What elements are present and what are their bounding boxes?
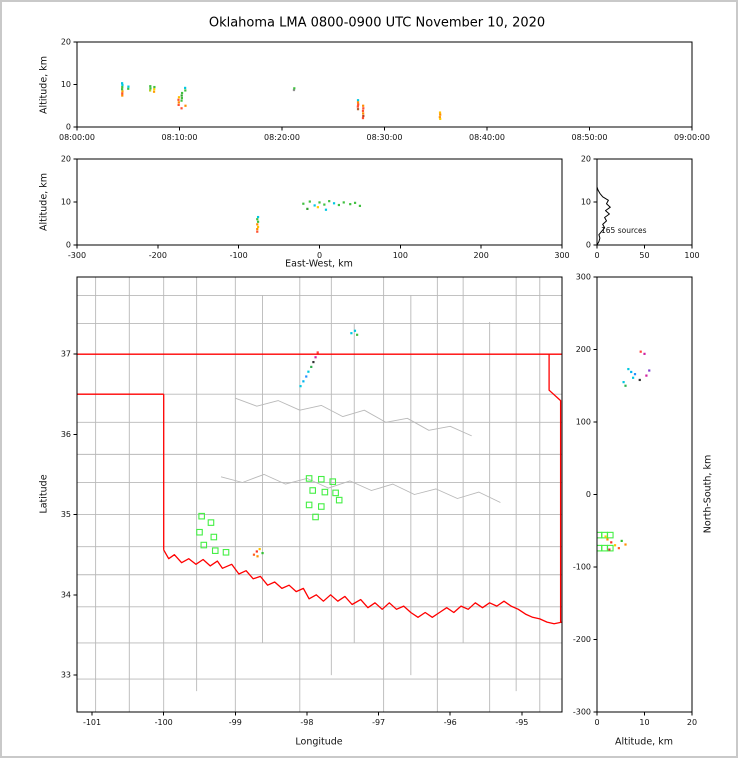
ns-height-content [597, 350, 651, 552]
map-xlabel: Longitude [295, 736, 343, 748]
lma-station-markers [196, 475, 343, 556]
alt-histogram-axes: 0 50 100 0 10 20 [581, 155, 700, 261]
svg-text:08:30:00: 08:30:00 [367, 133, 403, 142]
svg-text:0: 0 [586, 490, 591, 499]
svg-text:-100: -100 [230, 251, 248, 260]
svg-text:08:40:00: 08:40:00 [469, 133, 505, 142]
ns-height-ylabel: North-South, km [702, 454, 714, 534]
svg-text:33: 33 [61, 671, 71, 680]
oklahoma-state-border [77, 353, 562, 625]
svg-text:100: 100 [684, 251, 699, 260]
ns-height-axes: 0 10 20 300 200 100 0 -100 -200 -300 [573, 273, 697, 728]
ew-height-axes: -300 -200 -100 0 100 200 300 0 10 20 [61, 155, 570, 261]
time-height-panel: 08:00:00 08:10:00 08:20:00 08:30:00 08:40:00… [59, 38, 710, 143]
svg-text:10: 10 [61, 198, 71, 207]
svg-text:08:20:00: 08:20:00 [264, 133, 300, 142]
svg-text:34: 34 [61, 590, 71, 599]
map-axes: -101 -100 -99 -98 -97 -96 -95 33 34 35 36 37 [61, 276, 563, 727]
svg-text:50: 50 [639, 251, 649, 260]
svg-text:37: 37 [61, 350, 71, 359]
svg-text:35: 35 [61, 510, 71, 519]
svg-text:100: 100 [393, 251, 408, 260]
svg-text:10: 10 [581, 198, 591, 207]
svg-text:0: 0 [594, 251, 599, 260]
altitude-histogram-line [597, 186, 611, 245]
ew-height-xlabel: East-West, km [285, 258, 353, 270]
svg-text:09:00:00: 09:00:00 [674, 133, 710, 142]
ew-height-panel: -300 -200 -100 0 100 200 300 0 10 20 [61, 155, 570, 261]
svg-text:10: 10 [61, 80, 71, 89]
svg-text:0: 0 [586, 241, 591, 250]
svg-text:20: 20 [581, 155, 591, 164]
svg-text:0: 0 [66, 123, 71, 132]
ew-height-content [256, 200, 362, 233]
state-red-river [163, 549, 562, 625]
svg-text:-101: -101 [83, 718, 101, 727]
alt-histogram-content [597, 186, 611, 245]
svg-text:-99: -99 [229, 718, 242, 727]
map-panel: -101 -100 -99 -98 -97 -96 -95 33 34 35 36 37 [61, 276, 563, 727]
map-lightning-sources [252, 329, 359, 558]
county-boundaries [77, 277, 562, 712]
svg-text:300: 300 [554, 251, 569, 260]
svg-text:36: 36 [61, 430, 71, 439]
svg-text:20: 20 [61, 38, 71, 47]
svg-text:300: 300 [576, 273, 591, 282]
svg-text:0: 0 [317, 251, 322, 260]
time-height-sources [121, 82, 442, 121]
rivers [220, 397, 501, 503]
svg-text:-200: -200 [573, 635, 591, 644]
svg-text:-300: -300 [573, 708, 591, 717]
svg-text:-96: -96 [444, 718, 457, 727]
sources-count-annotation: 165 sources [601, 226, 647, 235]
svg-text:-98: -98 [300, 718, 313, 727]
svg-text:08:00:00: 08:00:00 [59, 133, 95, 142]
svg-text:08:10:00: 08:10:00 [162, 133, 198, 142]
svg-text:-100: -100 [155, 718, 173, 727]
river-0 [220, 473, 501, 503]
svg-text:-200: -200 [149, 251, 167, 260]
ns-height-xlabel: Altitude, km [615, 736, 673, 748]
svg-text:08:50:00: 08:50:00 [572, 133, 608, 142]
svg-text:10: 10 [639, 718, 649, 727]
figure-title: Oklahoma LMA 0800-0900 UTC November 10, … [208, 15, 546, 31]
ns-station-markers [597, 531, 614, 552]
svg-text:0: 0 [66, 241, 71, 250]
time-height-content [121, 82, 442, 121]
map-ylabel: Latitude [38, 474, 50, 514]
svg-text:-95: -95 [515, 718, 528, 727]
ns-height-panel: 0 10 20 300 200 100 0 -100 -200 -300 [573, 273, 697, 728]
ew-height-sources [256, 200, 362, 233]
svg-text:100: 100 [576, 418, 591, 427]
alt-histogram-panel: 0 50 100 0 10 20 [581, 155, 700, 261]
svg-text:-100: -100 [573, 563, 591, 572]
svg-text:-97: -97 [372, 718, 385, 727]
ew-height-ylabel: Altitude, km [38, 173, 50, 231]
svg-text:0: 0 [594, 718, 599, 727]
map-content [77, 277, 562, 712]
svg-text:-300: -300 [68, 251, 86, 260]
svg-text:20: 20 [61, 155, 71, 164]
svg-text:200: 200 [576, 345, 591, 354]
ns-height-sources [604, 350, 651, 551]
svg-text:20: 20 [687, 718, 697, 727]
svg-text:200: 200 [474, 251, 489, 260]
time-height-axes: 08:00:00 08:10:00 08:20:00 08:30:00 08:40:00… [59, 38, 710, 143]
time-height-ylabel: Altitude, km [38, 56, 50, 114]
state-east-border [548, 354, 562, 623]
river-1 [235, 397, 472, 437]
